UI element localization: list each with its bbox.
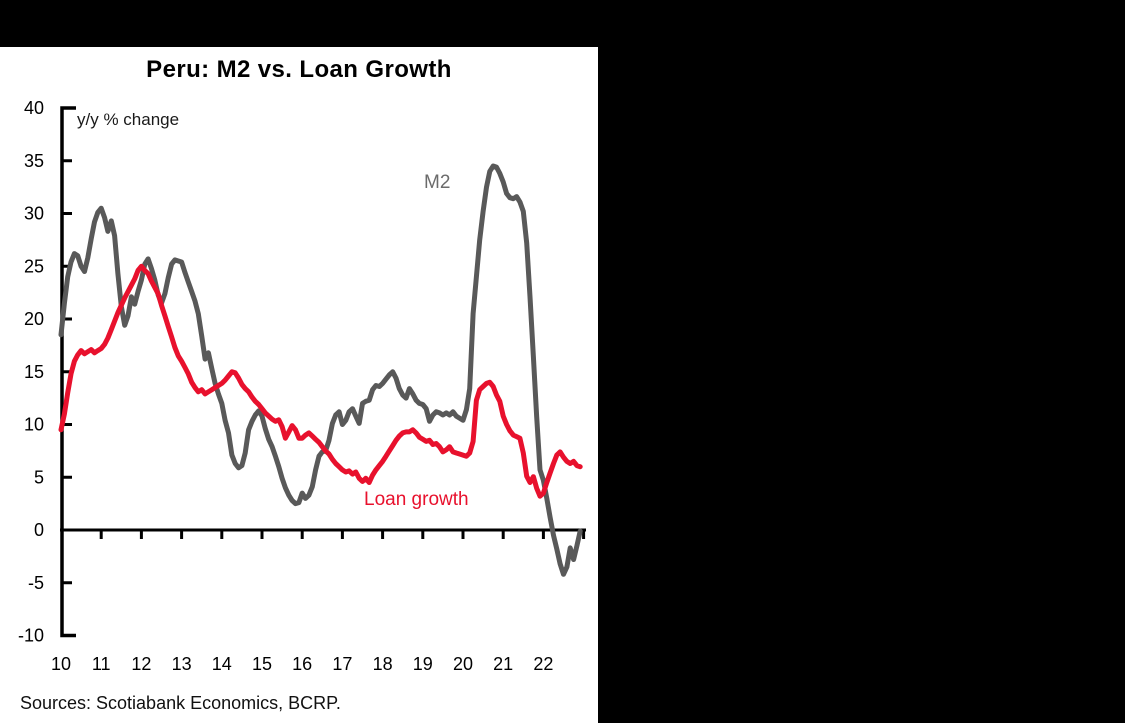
y-axis-tick-label: 15 [24,362,44,382]
y-axis-tick-label: 10 [24,415,44,435]
x-axis-tick-label: 10 [51,654,71,674]
series-label-m2: M2 [424,172,451,193]
series-label-loan-growth: Loan growth [364,489,469,510]
x-axis-tick-label: 20 [453,654,473,674]
y-axis-tick-label: 5 [34,467,44,487]
y-axis-tick-label: 35 [24,151,44,171]
x-axis-tick-label: 12 [131,654,151,674]
top-black-bar [0,0,1125,47]
y-axis-tick-label: 0 [34,520,44,540]
x-axis-tick-label: 16 [292,654,312,674]
x-axis-tick-label: 17 [332,654,352,674]
x-axis-tick-label: 14 [212,654,232,674]
x-axis-tick-label: 21 [493,654,513,674]
source-note: Sources: Scotiabank Economics, BCRP. [20,693,341,713]
x-axis-tick-label: 13 [172,654,192,674]
chart-panel [0,47,598,723]
right-black-region [598,47,1125,723]
x-axis-tick-label: 19 [413,654,433,674]
y-axis-tick-label: 40 [24,98,44,118]
x-axis-tick-label: 11 [92,654,111,674]
m2-line [58,163,583,577]
y-axis-tick-label: 20 [24,309,44,329]
y-axis-unit-label: y/y % change [77,110,180,129]
y-axis-tick-label: -10 [18,626,44,646]
x-axis-tick-label: 22 [533,654,553,674]
y-axis-tick-label: -5 [28,573,44,593]
x-axis-tick-label: 18 [373,654,393,674]
y-axis-tick-label: 30 [24,204,44,224]
chart-title: Peru: M2 vs. Loan Growth [146,56,452,83]
loan-growth-line [58,263,583,499]
y-axis-tick-label: 25 [24,256,44,276]
x-axis-tick-label: 15 [252,654,272,674]
